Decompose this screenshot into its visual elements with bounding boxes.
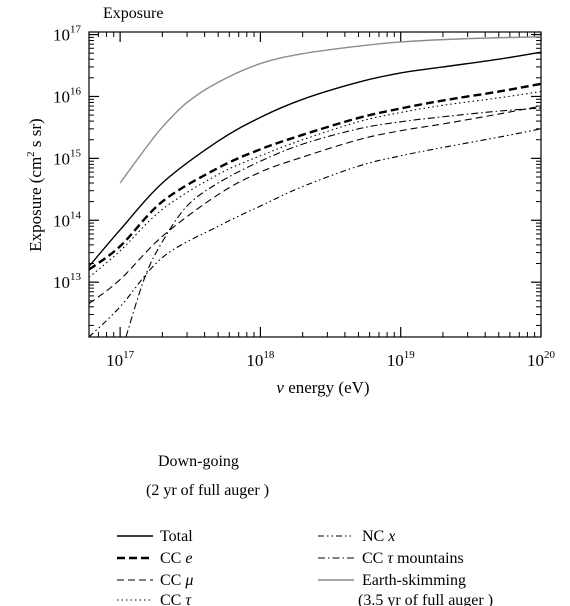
- legend-cc-tau-mountains-main: CC: [362, 550, 387, 567]
- series-line-cc: [89, 105, 541, 305]
- x-tick-label: 1020: [527, 349, 556, 370]
- x-axis-label-nu: ν: [276, 378, 284, 397]
- major-ticks: [89, 32, 542, 337]
- x-axis-label: ν energy (eV): [276, 378, 369, 397]
- y-tick-label: 1013: [53, 271, 82, 292]
- legend-label-cc-tau: CC τ: [160, 592, 192, 606]
- x-tick-label: 1019: [387, 349, 416, 370]
- legend-cc-tau-mountains-tail: mountains: [393, 550, 464, 567]
- series-line-total: [89, 51, 541, 267]
- legend-cc-tau-main: CC: [160, 592, 185, 606]
- series-line-cc: [89, 91, 541, 278]
- minor-ticks: [88, 32, 541, 337]
- y-axis-label-sup: 2: [25, 151, 37, 157]
- legend-down-going-subtitle: (2 yr of full auger ): [146, 482, 269, 499]
- series-line-cc-e: [89, 82, 541, 271]
- x-tick-label: 1017: [106, 349, 134, 370]
- plot-frame: [88, 31, 542, 338]
- legend-cc-e-var: e: [185, 550, 192, 567]
- legend-label-cc-e: CC e: [160, 550, 192, 567]
- legend-nc-x-main: NC: [362, 528, 388, 545]
- legend-nc-x-var: x: [387, 528, 395, 545]
- y-axis-label: Exposure (cm2 s sr): [25, 118, 45, 251]
- series-layer: [89, 36, 541, 337]
- legend-cc-e-main: CC: [160, 550, 185, 567]
- y-tick-label: 1016: [53, 85, 82, 106]
- x-axis-label-rest: energy (eV): [284, 378, 370, 397]
- y-axis-label-pre: Exposure (cm: [26, 157, 45, 252]
- legend-earth-skimming-note: (3.5 yr of full auger ): [358, 592, 493, 606]
- series-line-nc-x: [89, 128, 541, 337]
- legend-cc-mu-var: μ: [184, 572, 193, 589]
- y-tick-label: 1014: [53, 209, 82, 230]
- legend: Down-going (2 yr of full auger ) Total C…: [117, 453, 493, 606]
- legend-total-main: Total: [160, 528, 193, 545]
- y-tick-label: 1017: [53, 24, 82, 45]
- legend-label-earth-skimming: Earth-skimming: [362, 572, 466, 589]
- legend-down-going-title: Down-going: [158, 453, 239, 470]
- series-line-cc-mountains: [125, 107, 541, 337]
- y-tick-labels: 1013 1014 1015 1016 1017: [53, 24, 82, 293]
- legend-cc-tau-var: τ: [185, 592, 192, 606]
- chart-title: Exposure: [103, 5, 163, 22]
- legend-label-total: Total: [160, 528, 193, 545]
- x-tick-labels: 1017 1018 1019 1020: [106, 349, 555, 370]
- y-tick-label: 1015: [53, 147, 82, 168]
- legend-cc-mu-main: CC: [160, 572, 185, 589]
- legend-label-cc-tau-mountains: CC τ mountains: [362, 550, 464, 567]
- y-axis-label-post: s sr): [26, 118, 45, 151]
- legend-label-nc-x: NC x: [362, 528, 395, 545]
- x-tick-label: 1018: [246, 349, 275, 370]
- series-line-earth-skimming: [119, 36, 541, 184]
- legend-label-cc-mu: CC μ: [160, 572, 193, 589]
- legend-earth-skimming-main: Earth-skimming: [362, 572, 466, 589]
- legend-cc-tau-mountains-var: τ: [387, 550, 394, 567]
